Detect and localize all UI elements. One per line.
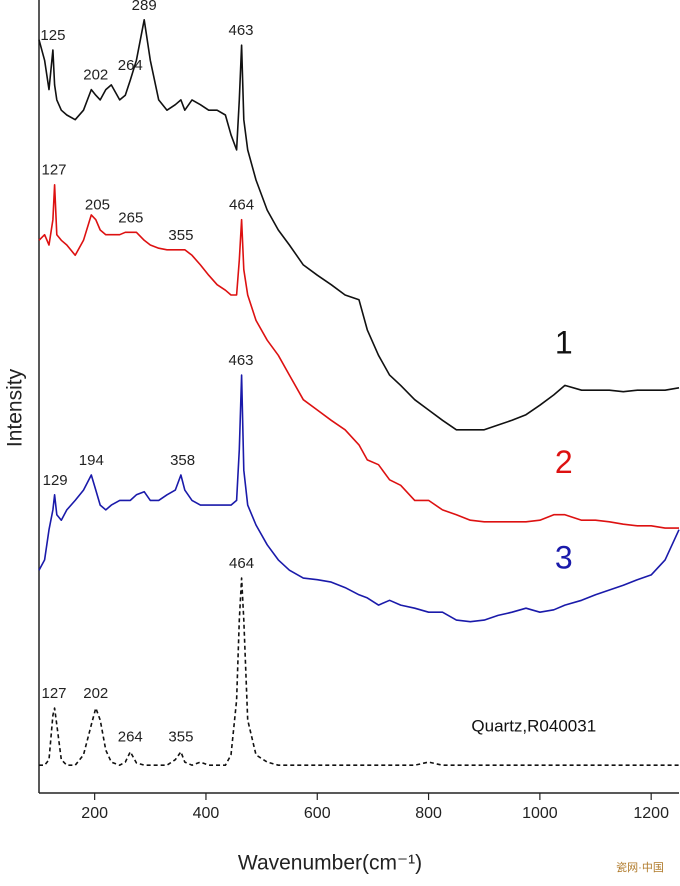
peak-label: 127	[42, 162, 67, 179]
peak-label: 355	[168, 227, 193, 244]
x-axis-title: Wavenumber(cm⁻¹)	[238, 852, 422, 875]
peak-label: 264	[118, 729, 143, 746]
peak-label: 125	[40, 27, 65, 44]
peak-label: 463	[229, 22, 254, 39]
x-tick-label: 200	[81, 805, 108, 822]
spectrum-line	[39, 577, 679, 766]
peak-label: 264	[118, 57, 143, 74]
y-axis-title: Intensity	[4, 368, 27, 447]
spectrum-line	[38, 19, 680, 431]
peak-label: 463	[229, 352, 254, 369]
x-tick-label: 1000	[522, 805, 558, 822]
x-tick-label: 400	[193, 805, 220, 822]
peak-label: 202	[83, 685, 108, 702]
series-label: 3	[555, 539, 573, 575]
peak-label: 129	[43, 472, 68, 489]
peak-label: 202	[83, 67, 108, 84]
peak-label: 358	[170, 452, 195, 469]
watermark: 瓷网·中国	[616, 860, 664, 874]
peak-label: 127	[42, 685, 67, 702]
peak-label: 464	[229, 555, 254, 572]
series-label: Quartz,R040031	[471, 717, 596, 736]
spectrum-line	[38, 184, 679, 529]
peak-label: 464	[229, 197, 254, 214]
peak-label: 194	[79, 452, 104, 469]
peak-label: 355	[168, 729, 193, 746]
spectrum-line	[38, 374, 680, 623]
peak-label: 289	[132, 0, 157, 14]
series-label: 1	[555, 324, 573, 360]
peak-label: 205	[85, 197, 110, 214]
x-tick-label: 600	[304, 805, 331, 822]
x-tick-label: 800	[415, 805, 442, 822]
series-label: 2	[555, 444, 573, 480]
x-tick-label: 1200	[633, 805, 669, 822]
peak-label: 265	[118, 209, 143, 226]
